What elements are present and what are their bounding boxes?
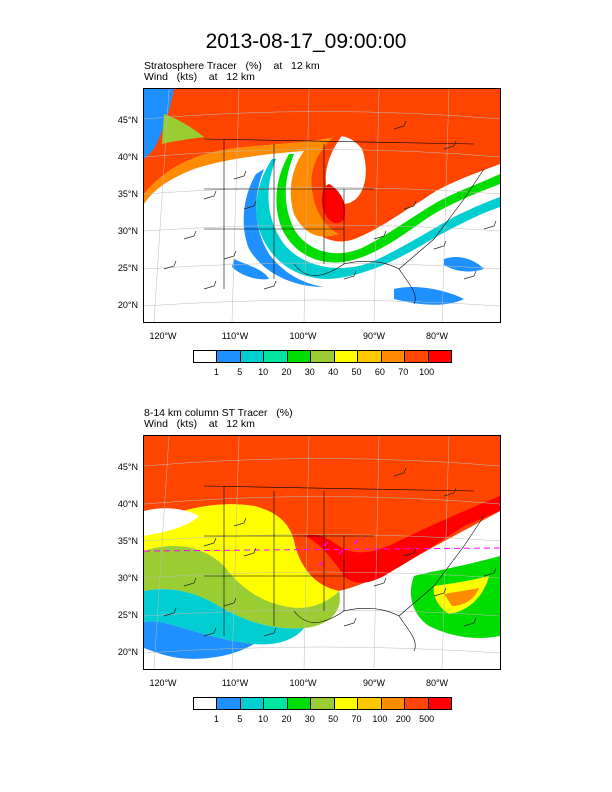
colorbar-tick-label: 1	[213, 714, 219, 724]
colorbar-tick-label: 30	[304, 367, 315, 377]
colorbar-swatch	[240, 351, 265, 362]
colorbar-tick-label: 20	[281, 714, 292, 724]
panel2-lon-label: 80°W	[425, 678, 449, 688]
panel2-lon-label: 110°W	[221, 678, 249, 688]
panel1-tracer-red-north	[144, 89, 500, 242]
panel1-tracer-green-band	[276, 154, 500, 263]
colorbar-tick-label: 1	[213, 367, 219, 377]
colorbar-swatch	[287, 351, 312, 362]
panel1-lat-label: 25°N	[117, 263, 138, 273]
colorbar-tick-label: 10	[258, 714, 269, 724]
colorbar-tick-label: 60	[374, 367, 385, 377]
panel1-tracer-cyan-band	[256, 159, 500, 279]
panel2-lat-label: 20°N	[117, 647, 138, 657]
colorbar-tick-label: 50	[328, 714, 339, 724]
colorbar-swatch	[311, 698, 335, 709]
colorbar-tick-label: 10	[258, 367, 269, 377]
colorbar-swatch	[334, 698, 359, 709]
colorbar-tick-label: 100	[372, 714, 388, 724]
figure-title: 2013-08-17_09:00:00	[205, 30, 407, 53]
panel1-lat-label: 40°N	[117, 152, 138, 162]
panel2-graticule	[144, 436, 500, 669]
colorbar-swatch	[358, 351, 382, 362]
colorbar-tick-label: 200	[395, 714, 411, 724]
panel1-lat-label: 45°N	[117, 115, 138, 125]
panel1-lon-label: 120°W	[149, 331, 177, 341]
colorbar-swatch	[405, 351, 429, 362]
colorbar-tick-label: 20	[281, 367, 292, 377]
colorbar-tick-label: 40	[328, 367, 339, 377]
colorbar-swatch	[381, 351, 406, 362]
panel2-lat-label: 35°N	[117, 536, 138, 546]
colorbar-swatch	[405, 698, 429, 709]
colorbar-swatch	[428, 698, 451, 709]
panel1-wind-label: Wind (kts) at 12 km	[144, 71, 255, 83]
panel2-lon-label: 100°W	[289, 678, 317, 688]
panel2-field-label: 8-14 km column ST Tracer (%)	[144, 407, 293, 419]
colorbar-tick-label: 50	[351, 367, 362, 377]
colorbar-swatch	[217, 698, 241, 709]
colorbar-tick-label: 30	[304, 714, 315, 724]
panel1-tracer-west-green	[162, 114, 204, 144]
panel1-tracer-west-blue	[144, 89, 174, 159]
panel2-magenta-markers	[318, 539, 359, 567]
colorbar-tick-label: 500	[419, 714, 435, 724]
panel1-boundaries	[203, 138, 485, 305]
colorbar-swatch	[240, 698, 265, 709]
panel1-graticule	[144, 89, 500, 322]
colorbar-swatch	[334, 351, 359, 362]
panel2-map-graphic	[144, 436, 500, 669]
panel2-tracer-red-core	[304, 496, 500, 583]
panel1-lat-label: 35°N	[117, 189, 138, 199]
panel2-lon-label: 90°W	[362, 678, 386, 688]
panel1-wind-barbs	[163, 120, 497, 290]
colorbar-swatch	[264, 698, 288, 709]
panel2-tracer-yellow-band	[144, 504, 339, 608]
colorbar-swatch	[287, 698, 312, 709]
colorbar-swatch	[311, 351, 335, 362]
panel2-wind-label: Wind (kts) at 12 km	[144, 418, 255, 430]
panel1-tracer-blue-band	[243, 169, 324, 287]
panel1-map	[143, 88, 501, 323]
panel2-lat-label: 40°N	[117, 499, 138, 509]
panel2-tracer-west-white	[144, 508, 199, 536]
panel1-lon-label: 110°W	[221, 331, 249, 341]
colorbar-swatch	[194, 698, 218, 709]
panel2-colorbar	[193, 697, 452, 710]
colorbar-tick-label: 100	[419, 367, 435, 377]
panel2-map	[143, 435, 501, 670]
panel2-lat-label: 45°N	[117, 462, 138, 472]
panel1-tracer-orange-band	[144, 137, 339, 237]
colorbar-swatch	[381, 698, 406, 709]
colorbar-swatch	[428, 351, 451, 362]
colorbar-swatch	[358, 698, 382, 709]
panel2-tracer-blue-band	[144, 621, 254, 659]
colorbar-swatch	[217, 351, 241, 362]
colorbar-tick-label: 5	[237, 367, 243, 377]
panel2-lon-label: 120°W	[149, 678, 177, 688]
colorbar-swatch	[264, 351, 288, 362]
panel1-lon-label: 100°W	[289, 331, 317, 341]
panel2-lat-label: 30°N	[117, 573, 138, 583]
panel1-lon-label: 80°W	[425, 331, 449, 341]
panel2-tracer-east-orange	[444, 588, 479, 606]
panel2-lat-label: 25°N	[117, 610, 138, 620]
colorbar-swatch	[194, 351, 218, 362]
panel1-tracer-blue-patches	[232, 257, 484, 305]
panel1-lat-label: 20°N	[117, 300, 138, 310]
panel1-lon-label: 90°W	[362, 331, 386, 341]
panel2-wind-barbs	[163, 467, 497, 637]
panel1-map-graphic	[144, 89, 500, 322]
panel1-field-label: Stratosphere Tracer (%) at 12 km	[144, 60, 320, 72]
panel1-tracer-red-core	[321, 184, 346, 224]
panel1-colorbar	[193, 350, 452, 363]
colorbar-tick-label: 70	[351, 714, 362, 724]
panel2-tracer-green-band	[144, 546, 340, 629]
panel1-lat-label: 30°N	[117, 226, 138, 236]
colorbar-tick-label: 5	[237, 714, 243, 724]
colorbar-tick-label: 70	[398, 367, 409, 377]
